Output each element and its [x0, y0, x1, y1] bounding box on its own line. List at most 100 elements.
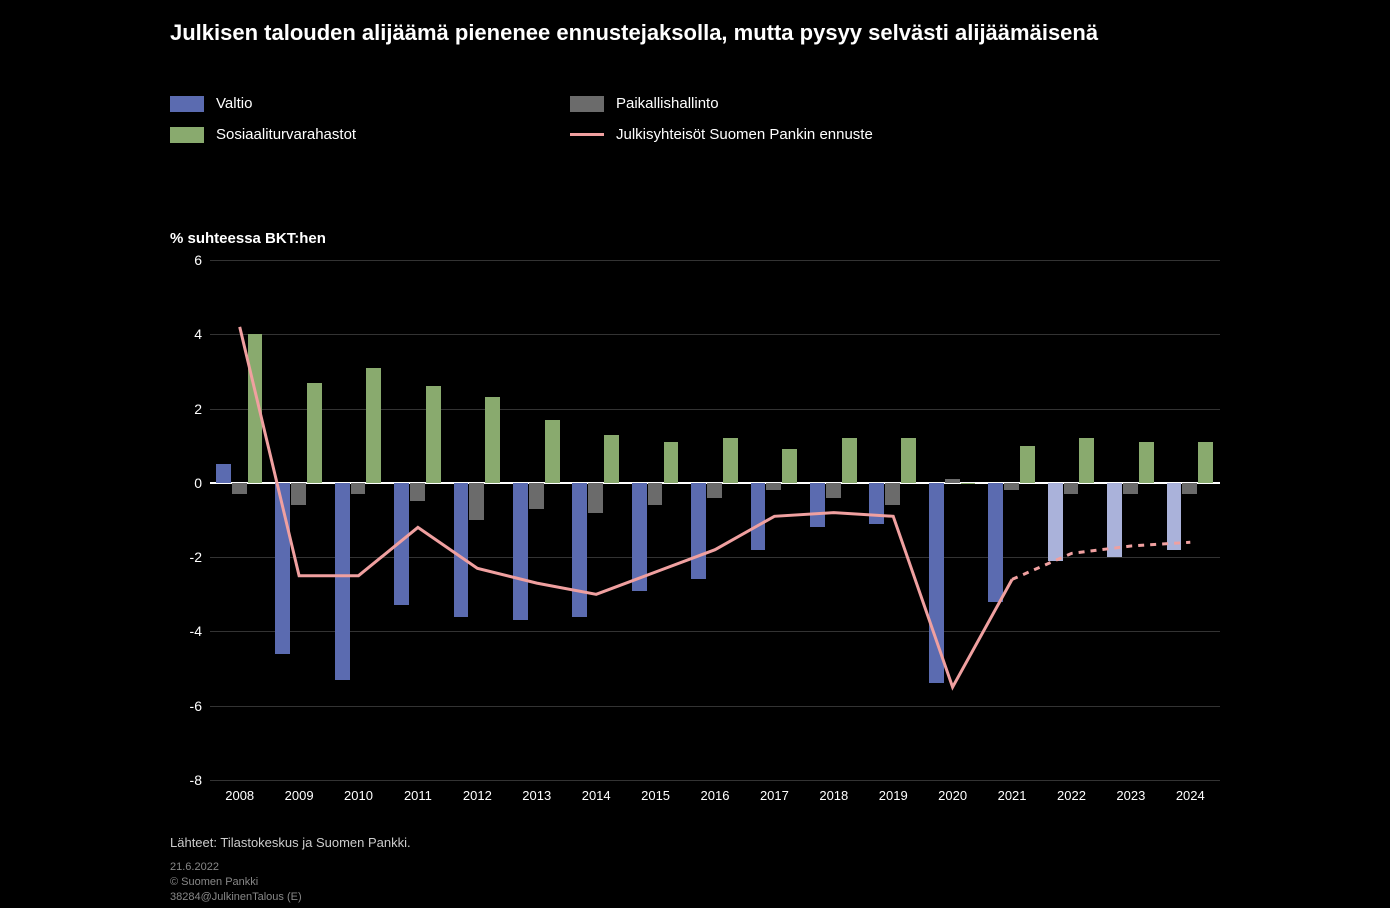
chart-area: -8-6-4-20246 200820092010201120122013201…: [170, 260, 1220, 780]
swatch-paikallis: [570, 96, 604, 112]
bar-paikallis: [529, 483, 544, 509]
bar-sotu: [961, 483, 976, 484]
bar-sotu: [485, 397, 500, 482]
bar-sotu: [307, 383, 322, 483]
bar-sotu: [901, 438, 916, 483]
bar-paikallis: [1064, 483, 1079, 494]
bar-paikallis: [291, 483, 306, 505]
bar-paikallis: [648, 483, 663, 505]
legend-item-forecast: Julkisyhteisöt Suomen Pankin ennuste: [570, 126, 1070, 143]
footer-copyright: © Suomen Pankki: [170, 875, 302, 890]
line-overlay: [210, 260, 1220, 780]
bar-paikallis: [1182, 483, 1197, 494]
x-tick-label: 2021: [998, 788, 1027, 803]
bar-paikallis: [1123, 483, 1138, 494]
bar-paikallis: [469, 483, 484, 520]
bar-sotu: [604, 435, 619, 483]
footer-id: 38284@JulkinenTalous (E): [170, 890, 302, 905]
x-tick-label: 2024: [1176, 788, 1205, 803]
y-axis-title: % suhteessa BKT:hen: [170, 230, 326, 247]
bar-valtio: [454, 483, 469, 617]
grid-line: [210, 557, 1220, 558]
bar-sotu: [1198, 442, 1213, 483]
legend-label: Paikallishallinto: [616, 95, 719, 112]
bar-sotu: [248, 334, 263, 483]
bar-sotu: [1079, 438, 1094, 483]
bar-paikallis: [707, 483, 722, 498]
x-tick-label: 2017: [760, 788, 789, 803]
bar-sotu: [426, 386, 441, 483]
grid-line: [210, 260, 1220, 261]
bar-valtio: [691, 483, 706, 580]
bar-paikallis: [351, 483, 366, 494]
bar-valtio: [513, 483, 528, 620]
bar-valtio: [988, 483, 1003, 602]
x-tick-label: 2012: [463, 788, 492, 803]
bar-paikallis: [945, 479, 960, 483]
footer-date: 21.6.2022: [170, 860, 302, 875]
chart-page: Julkisen talouden alijäämä pienenee ennu…: [0, 0, 1390, 908]
y-tick-label: -2: [170, 549, 202, 565]
bar-valtio: [335, 483, 350, 680]
bar-sotu: [1139, 442, 1154, 483]
y-tick-label: -4: [170, 623, 202, 639]
x-tick-label: 2020: [938, 788, 967, 803]
x-tick-label: 2008: [225, 788, 254, 803]
legend: Valtio Paikallishallinto Sosiaaliturvara…: [170, 95, 1220, 143]
grid-line: [210, 631, 1220, 632]
bar-sotu: [1020, 446, 1035, 483]
bar-valtio: [394, 483, 409, 606]
bar-valtio: [216, 464, 231, 483]
swatch-line-forecast: [570, 133, 604, 136]
bar-paikallis: [588, 483, 603, 513]
bar-sotu: [664, 442, 679, 483]
bar-paikallis: [1004, 483, 1019, 490]
bar-paikallis: [826, 483, 841, 498]
x-tick-label: 2018: [819, 788, 848, 803]
bar-valtio: [869, 483, 884, 524]
source-text: Lähteet: Tilastokeskus ja Suomen Pankki.: [170, 835, 411, 850]
total-line: [240, 327, 1012, 687]
swatch-valtio: [170, 96, 204, 112]
legend-label: Valtio: [216, 95, 252, 112]
bar-valtio: [751, 483, 766, 550]
legend-item-valtio: Valtio: [170, 95, 570, 112]
grid-line: [210, 706, 1220, 707]
bar-sotu: [723, 438, 738, 483]
y-tick-label: -6: [170, 698, 202, 714]
x-tick-label: 2014: [582, 788, 611, 803]
y-tick-label: 6: [170, 252, 202, 268]
bar-valtio: [929, 483, 944, 684]
legend-item-sotu: Sosiaaliturvarahastot: [170, 126, 570, 143]
bar-valtio: [632, 483, 647, 591]
x-tick-label: 2019: [879, 788, 908, 803]
x-tick-label: 2016: [701, 788, 730, 803]
x-tick-label: 2011: [404, 788, 432, 803]
bar-paikallis: [766, 483, 781, 490]
x-tick-label: 2010: [344, 788, 373, 803]
x-tick-label: 2023: [1116, 788, 1145, 803]
x-tick-label: 2009: [285, 788, 314, 803]
x-tick-label: 2022: [1057, 788, 1086, 803]
bar-valtio: [1167, 483, 1182, 550]
legend-item-paikallis: Paikallishallinto: [570, 95, 1070, 112]
bar-sotu: [842, 438, 857, 483]
grid-line: [210, 780, 1220, 781]
total-line-forecast: [1012, 542, 1190, 579]
y-tick-label: 4: [170, 326, 202, 342]
chart-title: Julkisen talouden alijäämä pienenee ennu…: [170, 20, 1098, 46]
legend-label: Julkisyhteisöt Suomen Pankin ennuste: [616, 126, 873, 143]
bar-valtio: [1048, 483, 1063, 561]
bar-valtio: [275, 483, 290, 654]
x-tick-label: 2013: [522, 788, 551, 803]
bar-paikallis: [410, 483, 425, 502]
bar-paikallis: [885, 483, 900, 505]
y-tick-label: 2: [170, 401, 202, 417]
y-tick-label: 0: [170, 475, 202, 491]
legend-label: Sosiaaliturvarahastot: [216, 126, 356, 143]
bar-sotu: [366, 368, 381, 483]
x-tick-label: 2015: [641, 788, 670, 803]
grid-line: [210, 409, 1220, 410]
bar-sotu: [545, 420, 560, 483]
y-tick-label: -8: [170, 772, 202, 788]
